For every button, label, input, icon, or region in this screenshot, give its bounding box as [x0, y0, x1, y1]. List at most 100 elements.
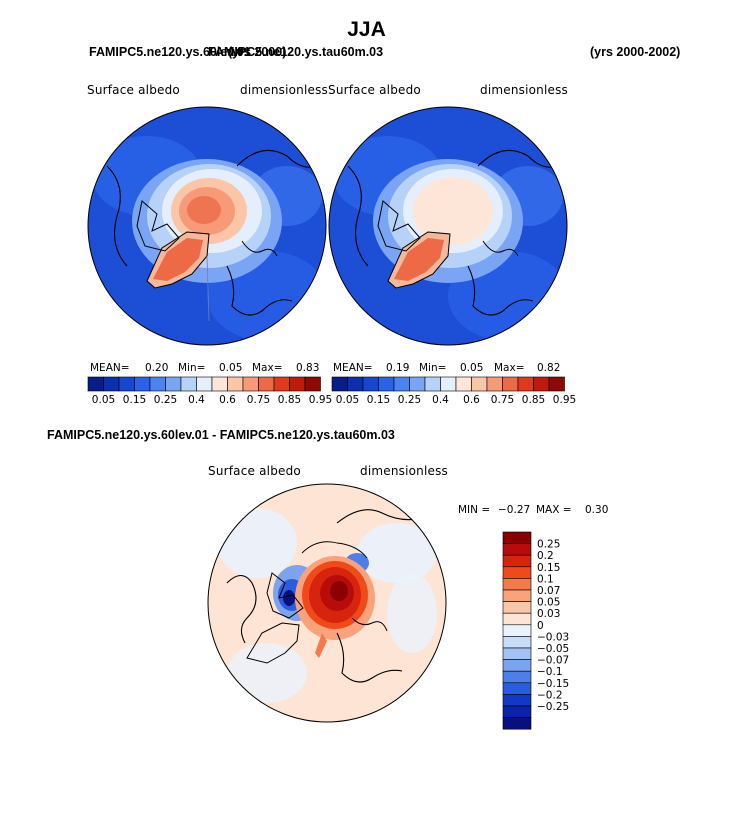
colorbar-h2-cell	[409, 376, 426, 392]
colorbar-v-tick-label: 0.05	[537, 597, 560, 609]
colorbar-v-tick-label: 0.1	[537, 573, 554, 585]
colorbar-h1-cell	[289, 376, 306, 392]
colorbar-h1-tick-label: 0.15	[123, 394, 146, 406]
colorbar-h2-cell	[440, 376, 457, 392]
colorbar-h2-tick-label: 0.25	[398, 394, 421, 406]
panel1-max-value: 0.83	[296, 362, 320, 374]
colorbar-v-tick-label: 0.25	[537, 539, 560, 551]
diff-max-value: 0.30	[585, 504, 609, 516]
colorbar-v-cell	[502, 694, 532, 707]
colorbar-v-cell	[502, 578, 532, 591]
panel2-variable: Surface albedo	[328, 83, 421, 97]
colorbar-h1-cell	[242, 376, 259, 392]
colorbar-h2-cell	[455, 376, 472, 392]
colorbar-h2-tick-label: 0.95	[553, 394, 576, 406]
colorbar-h1-cell	[165, 376, 182, 392]
albedo-difference-map	[207, 483, 447, 723]
albedo-map-2	[328, 106, 568, 346]
colorbar-h1-tick-label: 0.25	[154, 394, 177, 406]
colorbar-v-cell	[502, 636, 532, 649]
colorbar-h1-cell	[87, 376, 104, 392]
colorbar-h2-tick-label: 0.4	[432, 394, 449, 406]
colorbar-h2-cell	[548, 376, 565, 392]
colorbar-h1-cell	[180, 376, 197, 392]
colorbar-h2-cell	[347, 376, 364, 392]
colorbar-h1-cell	[211, 376, 228, 392]
colorbar-h1-cell	[134, 376, 151, 392]
panel2-mean-value: 0.19	[386, 362, 410, 374]
panel2-max-label: Max=	[494, 362, 525, 374]
colorbar-h1-cell	[118, 376, 135, 392]
panel1-mean-label: MEAN=	[90, 362, 130, 374]
colorbar-h2-tick-label: 0.75	[491, 394, 514, 406]
diff-min-label: MIN =	[458, 504, 491, 516]
panel2-max-value: 0.82	[537, 362, 561, 374]
colorbar-v-tick-label: −0.05	[537, 643, 569, 655]
colorbar-v-cell	[502, 682, 532, 695]
panel2-min-label: Min=	[419, 362, 447, 374]
diff-units: dimensionless	[360, 464, 448, 478]
colorbar-v-tick-label: 0.2	[537, 550, 554, 562]
colorbar-h2-tick-label: 0.15	[367, 394, 390, 406]
panel1-min-value: 0.05	[219, 362, 243, 374]
diff-variable: Surface albedo	[208, 464, 301, 478]
colorbar-v-tick-label: −0.07	[537, 655, 569, 667]
colorbar-h1-tick-label: 0.95	[309, 394, 332, 406]
colorbar-h1-cell	[103, 376, 120, 392]
colorbar-h1-tick-label: 0.6	[219, 394, 236, 406]
colorbar-v-cell	[502, 705, 532, 718]
colorbar-v-cell	[502, 670, 532, 684]
colorbar-h2-cell	[331, 376, 348, 392]
colorbar-h1-tick-label: 0.05	[92, 394, 115, 406]
panel2-mean-label: MEAN=	[333, 362, 373, 374]
colorbar-h1-cell	[227, 376, 244, 392]
colorbar-h2-cell	[378, 376, 395, 392]
right-years: (yrs 2000-2002)	[590, 45, 681, 59]
colorbar-h1-tick-label: 0.75	[247, 394, 270, 406]
colorbar-v-tick-label: −0.1	[537, 666, 563, 678]
colorbar-v-tick-label: 0.07	[537, 585, 560, 597]
colorbar-v-cell	[502, 531, 532, 544]
colorbar-v-cell	[502, 566, 532, 579]
colorbar-v-tick-label: −0.15	[537, 678, 569, 690]
panel1-max-label: Max=	[252, 362, 283, 374]
panel1-mean-value: 0.20	[145, 362, 169, 374]
overlap-case-name: FAMIPC5.ne120.ys.tau60m.03	[208, 45, 384, 59]
panel1-min-label: Min=	[178, 362, 206, 374]
colorbar-h1-cell	[304, 376, 321, 392]
colorbar-h1-tick-label: 0.85	[278, 394, 301, 406]
colorbar-v-cell	[502, 717, 532, 730]
colorbar-v-tick-label: −0.25	[537, 701, 569, 713]
colorbar-h1-cell	[258, 376, 275, 392]
colorbar-h1-cell	[149, 376, 166, 392]
colorbar-v-tick-label: 0.03	[537, 608, 560, 620]
colorbar-vertical: 0.250.20.150.10.070.050.030−0.03−0.05−0.…	[502, 531, 569, 730]
albedo-map-1	[87, 106, 327, 346]
colorbar-v-tick-label: 0	[537, 620, 544, 632]
colorbar-h2-cell	[533, 376, 550, 392]
colorbar-v-cell	[502, 543, 532, 556]
colorbar-horizontal-1: 0.05 0.15 0.25 0.4 0.6 0.75 0.85 0.95	[87, 376, 332, 406]
colorbar-h1-cell	[273, 376, 290, 392]
overlap-years: (yrs 2000)	[228, 45, 287, 59]
diff-min-value: −0.27	[498, 504, 531, 516]
colorbar-h2-cell	[362, 376, 379, 392]
colorbar-v-cell	[502, 601, 532, 614]
colorbar-v-cell	[502, 624, 532, 637]
colorbar-h2-cell	[393, 376, 410, 392]
colorbar-h2-cell	[502, 376, 519, 392]
colorbar-h2-tick-label: 0.05	[336, 394, 359, 406]
colorbar-v-tick-label: 0.15	[537, 562, 560, 574]
colorbar-h2-tick-label: 0.6	[463, 394, 480, 406]
colorbar-h1-cell	[196, 376, 213, 392]
colorbar-v-cell	[502, 589, 532, 602]
colorbar-v-cell	[502, 647, 532, 660]
panel2-units: dimensionless	[480, 83, 568, 97]
colorbar-v-cell	[502, 612, 532, 626]
colorbar-v-cell	[502, 659, 532, 672]
colorbar-h2-cell	[517, 376, 534, 392]
panel1-units: dimensionless	[240, 83, 328, 97]
diff-max-label: MAX =	[536, 504, 572, 516]
colorbar-h2-tick-label: 0.85	[522, 394, 545, 406]
colorbar-horizontal-2: 0.05 0.15 0.25 0.4 0.6 0.75 0.85 0.95	[331, 376, 576, 406]
